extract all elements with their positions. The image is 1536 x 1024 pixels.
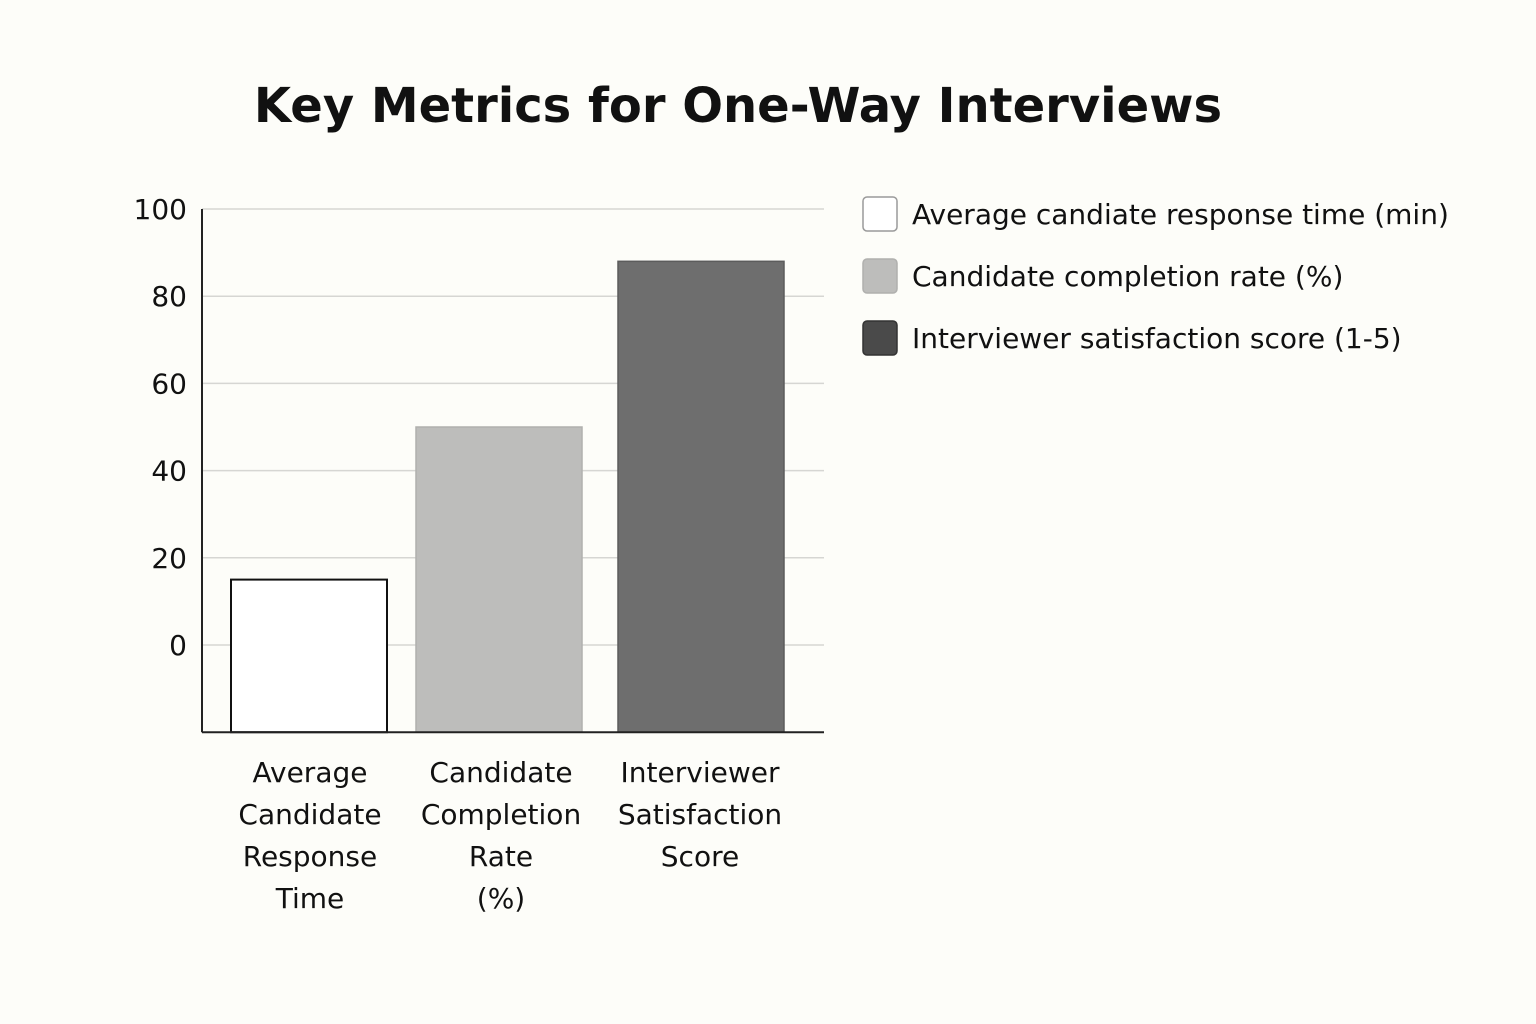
y-tick-label: 40 <box>151 455 187 488</box>
legend-label: Candidate completion rate (%) <box>912 260 1343 293</box>
y-tick-label: 20 <box>151 542 187 575</box>
bars <box>230 260 785 734</box>
legend-swatch <box>862 196 898 232</box>
bar <box>230 578 388 734</box>
chart-title: Key Metrics for One-Way Interviews <box>254 78 1222 134</box>
legend-swatch <box>862 258 898 294</box>
legend-label: Interviewer satisfaction score (1-5) <box>912 322 1402 355</box>
y-tick-label: 60 <box>151 367 187 400</box>
bar <box>415 426 583 733</box>
y-tick-label: 80 <box>151 280 187 313</box>
bar <box>617 260 785 733</box>
x-category-label: Interviewer Satisfaction Score <box>618 756 782 873</box>
legend-swatch <box>862 320 898 356</box>
x-category-labels: Average Candidate Response Time Candidate Com… <box>238 756 782 915</box>
axes <box>201 209 824 734</box>
y-tick-label: 0 <box>169 629 187 662</box>
x-category-label: Average Candidate Response Time <box>238 756 381 915</box>
y-tick-labels: 0 20 40 60 80 100 <box>134 193 187 662</box>
y-tick-label: 100 <box>134 193 187 226</box>
x-category-label: Candidate Completion Rate (%) <box>421 756 581 915</box>
legend-label: Average candiate response time (min) <box>912 198 1449 231</box>
legend: Average candiate response time (min) Cand… <box>862 196 1449 356</box>
